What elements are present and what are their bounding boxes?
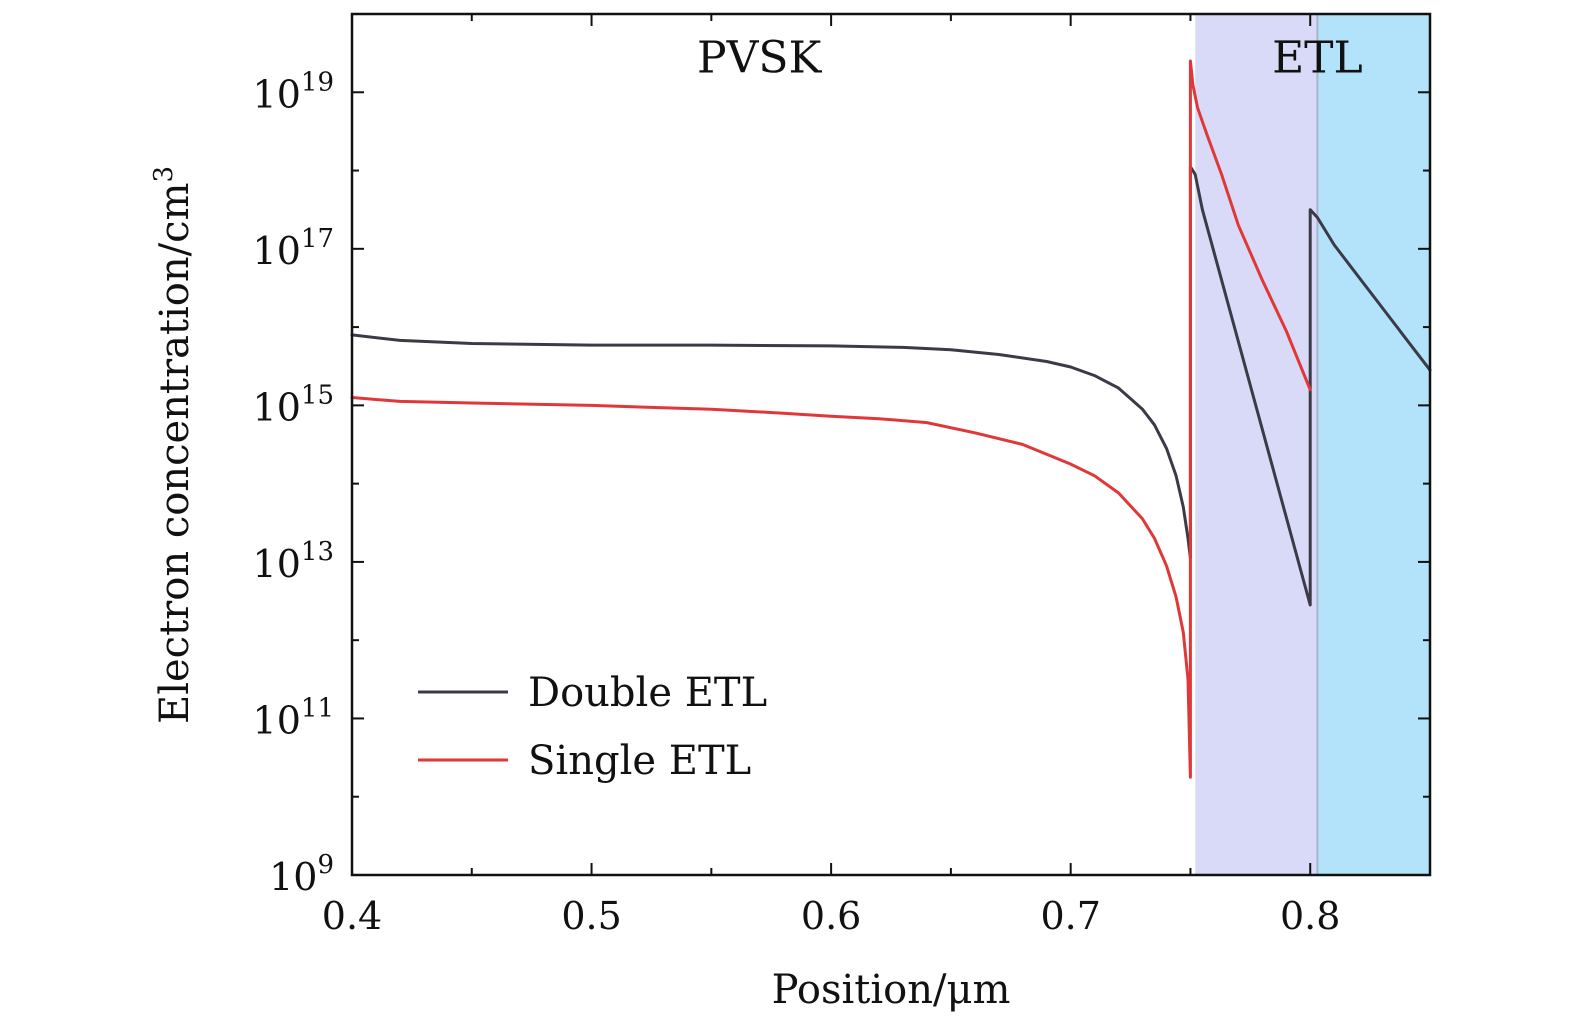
x-axis-title: Position/μm <box>772 967 1011 1013</box>
y-tick-label-exponent: 11 <box>301 693 334 723</box>
region-etl-1 <box>1195 14 1318 875</box>
y-tick-label-base: 10 <box>253 542 301 586</box>
region-label-pvsk: PVSK <box>697 33 823 84</box>
y-tick-label-base: 10 <box>253 385 301 429</box>
y-tick-label: 109 <box>269 850 334 899</box>
series-lines <box>350 59 1432 779</box>
region-labels: PVSK ETL <box>697 33 1363 84</box>
y-tick-label-exponent: 9 <box>317 850 334 880</box>
y-tick-label-base: 10 <box>253 698 301 742</box>
y-axis-title-main: Electron concentration/cm <box>152 183 198 724</box>
x-tick-label: 0.6 <box>801 894 861 938</box>
y-tick-label: 1011 <box>253 693 334 742</box>
y-tick-label-exponent: 17 <box>301 224 334 254</box>
y-tick-label-exponent: 13 <box>301 537 334 567</box>
region-etl-2 <box>1317 14 1430 875</box>
plot-frame <box>350 12 1432 877</box>
y-tick-label: 1013 <box>253 537 334 586</box>
y-tick-label-exponent: 19 <box>301 67 334 97</box>
y-tick-label: 1019 <box>253 67 334 116</box>
x-tick-label: 0.7 <box>1040 894 1100 938</box>
y-tick-label: 1015 <box>253 380 334 429</box>
x-tick-label: 0.8 <box>1280 894 1340 938</box>
y-tick-label: 1017 <box>253 224 334 273</box>
legend-label: Double ETL <box>528 670 767 716</box>
y-tick-label-base: 10 <box>269 855 317 899</box>
shaded-regions <box>1195 14 1430 875</box>
y-axis-title: Electron concentration/cm3 <box>149 166 198 724</box>
legend: Double ETL Single ETL <box>418 670 767 784</box>
y-axis-title-sup: 3 <box>149 166 179 183</box>
y-tick-label-base: 10 <box>253 229 301 273</box>
x-tick-label: 0.5 <box>561 894 621 938</box>
y-tick-label-exponent: 15 <box>301 380 334 410</box>
axis-ticks <box>351 13 1431 876</box>
x-tick-label: 0.4 <box>322 894 382 938</box>
region-label-etl: ETL <box>1272 33 1363 84</box>
legend-label: Single ETL <box>528 738 751 784</box>
series-line-double-etl <box>350 165 1432 607</box>
y-tick-label-base: 10 <box>253 72 301 116</box>
series-line-single-etl <box>350 59 1312 779</box>
